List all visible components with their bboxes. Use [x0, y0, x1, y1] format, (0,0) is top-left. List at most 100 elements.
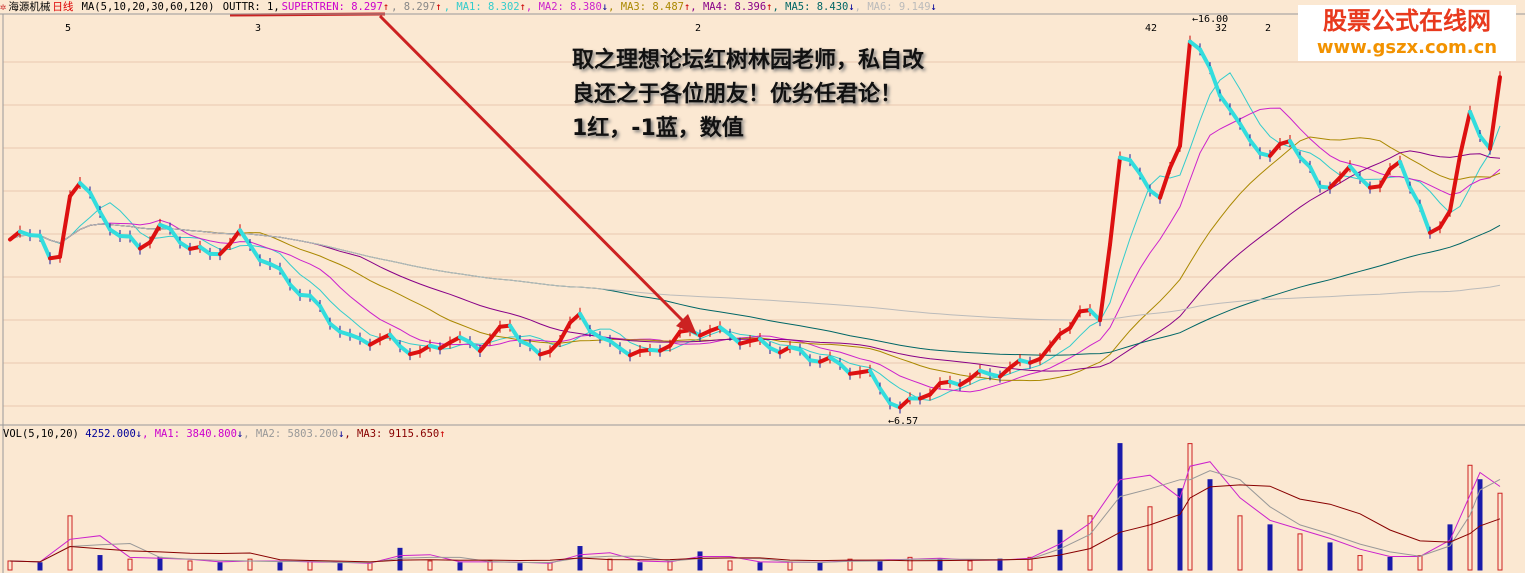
volume-ma2: , MA2: 5803.200 [243, 428, 339, 440]
price-segment [1408, 185, 1422, 208]
price-segment [1488, 75, 1502, 151]
volume-bar [427, 560, 433, 571]
price-segment [8, 229, 22, 242]
volume-bar [1357, 555, 1363, 571]
volume-bar [1237, 515, 1243, 571]
price-segment [758, 336, 772, 350]
stock-name: 海源机械 [8, 1, 51, 13]
volume-bar [607, 558, 613, 571]
price-segment [198, 244, 212, 256]
price-segment [1338, 164, 1352, 180]
volume-bar [997, 558, 1003, 571]
volume-bar [1267, 524, 1273, 571]
arrow-up-icon: ↑ [766, 1, 773, 13]
volume-bar [967, 560, 973, 571]
price-segment [1238, 121, 1252, 143]
arrow-down-icon: ↓ [601, 1, 609, 13]
high-price-label: ←16.00 [1192, 14, 1229, 25]
price-segment [1468, 109, 1482, 138]
price-segment [1038, 344, 1052, 361]
price-segment [388, 332, 402, 349]
price-segment [288, 282, 302, 297]
price-segment [868, 368, 882, 391]
arrow-down-icon: ↓ [338, 428, 345, 440]
price-segment [798, 347, 812, 363]
price-segment [668, 329, 682, 348]
volume-ma-line [9, 470, 1501, 564]
volume-legend: VOL(5,10,20) 4252.000↓, MA1: 3840.800↓, … [3, 428, 446, 441]
price-segment [148, 222, 162, 245]
signal-marker-label: 42 [1145, 23, 1158, 34]
signal-marker-label: 2 [695, 23, 702, 34]
ma-line-ma3 [9, 136, 1501, 382]
volume-bar [367, 562, 373, 571]
grid [3, 61, 1525, 407]
volume-bar [757, 562, 763, 571]
gear-icon[interactable]: ✲ [0, 1, 7, 13]
price-segment [78, 181, 92, 195]
price-segment [718, 325, 732, 337]
volume-bar [187, 560, 193, 571]
price-segment [998, 365, 1012, 379]
price-segment [1048, 332, 1062, 349]
price-segment [218, 241, 232, 257]
volume-bar [817, 562, 823, 571]
price-segment [558, 320, 572, 343]
volume-ma3: , MA3: 9115.650 [344, 428, 440, 440]
logo-url: www.gszx.com.cn [1316, 37, 1498, 58]
price-segment [1168, 143, 1182, 170]
supertrend-value: SUPERTREN: 8.297 [281, 1, 383, 13]
price-segment [1288, 139, 1302, 160]
ma6-value: , MA6: 9.149 [854, 1, 931, 13]
volume-averages [9, 461, 1501, 564]
volume-ma-line [9, 484, 1501, 563]
price-segment [1458, 109, 1472, 158]
signal-marker-label: 3 [255, 23, 262, 34]
volume-bar [1147, 506, 1153, 571]
price-segment [1348, 164, 1362, 180]
volume-bar [1027, 556, 1033, 571]
arrow-down-icon: ↓ [236, 428, 244, 440]
volume-bar [517, 563, 523, 571]
price-segment [1248, 138, 1262, 156]
volume-ma1: , MA1: 3840.800 [142, 428, 237, 440]
price-segment [608, 338, 622, 351]
arrow-down-icon: ↓ [848, 1, 855, 13]
price-segment [328, 321, 342, 334]
ma3-value: , MA3: 8.487 [608, 1, 684, 13]
price-segment [1328, 175, 1342, 190]
indicator-name: MA(5,10,20,30,60,120) [81, 1, 215, 13]
price-segment [228, 228, 242, 246]
price-segment [1398, 159, 1412, 190]
signal-marker-label: 5 [65, 23, 72, 34]
price-segment [488, 324, 502, 342]
price-segment [1178, 39, 1192, 148]
ma-line-ma5 [9, 223, 1501, 356]
price-segment [1208, 66, 1222, 98]
price-segment [1188, 39, 1202, 52]
supertrend2-value: , 8.297 [391, 1, 436, 13]
price-segment [308, 293, 322, 308]
arrow-up-icon: ↑ [439, 428, 446, 440]
price-segment [1228, 107, 1242, 126]
price-segment [1268, 142, 1282, 158]
volume-bar [637, 562, 643, 571]
arrow-down-icon: ↓ [135, 428, 143, 440]
volume-bar [1327, 542, 1333, 571]
price-segment [168, 226, 182, 245]
volume-bar [1297, 533, 1303, 571]
volume-bar [1087, 515, 1093, 571]
price-segment [1378, 167, 1392, 189]
volume-bar [1387, 556, 1393, 571]
volume-bar [1057, 529, 1063, 571]
price-segment [1138, 171, 1152, 193]
price-segment [578, 311, 592, 333]
period-label: 日线 [52, 1, 74, 13]
annotation-line: 良还之于各位朋友！优劣任君论！ [572, 82, 903, 107]
price-segment [1308, 164, 1322, 189]
ma5-value: , MA5: 8.430 [772, 1, 849, 13]
signal-marker-label: 2 [1265, 23, 1272, 34]
price-segment [1008, 358, 1022, 370]
price-segment [898, 396, 912, 410]
